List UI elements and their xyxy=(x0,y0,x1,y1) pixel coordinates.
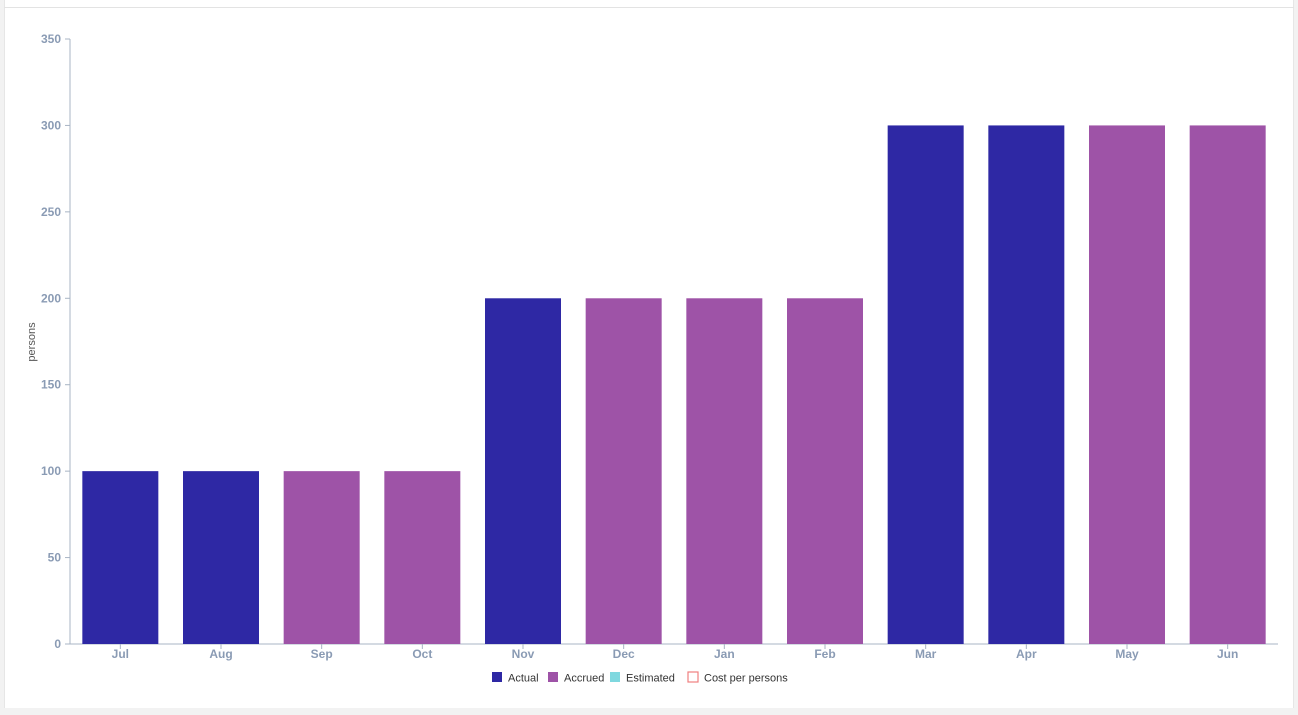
bar-aug[interactable] xyxy=(183,471,259,644)
y-tick-label: 50 xyxy=(48,551,62,565)
y-axis-label: persons xyxy=(26,322,38,362)
top-divider xyxy=(4,7,1294,8)
x-tick-label: Mar xyxy=(915,647,937,661)
x-tick-label: Dec xyxy=(613,647,635,661)
y-tick-label: 350 xyxy=(41,32,61,46)
x-tick-label: Feb xyxy=(814,647,835,661)
bar-dec[interactable] xyxy=(585,298,662,644)
x-axis-ticks: Jul Aug Sep Oct Nov Dec Jan Feb Mar Apr May Jun xyxy=(112,644,1238,661)
axes xyxy=(69,39,1278,645)
y-tick-label: 100 xyxy=(41,464,61,478)
x-tick-label: Jun xyxy=(1217,647,1238,661)
bar-jun[interactable] xyxy=(1189,125,1266,644)
x-tick-label: Aug xyxy=(209,647,232,661)
legend-label-estimated[interactable]: Estimated xyxy=(626,673,675,685)
bar-apr[interactable] xyxy=(988,125,1065,644)
legend-label-accrued[interactable]: Accrued xyxy=(564,673,604,685)
bar-may[interactable] xyxy=(1089,125,1165,644)
bar-nov[interactable] xyxy=(485,298,561,644)
legend-swatch-accrued[interactable] xyxy=(548,672,558,682)
bars xyxy=(82,125,1266,644)
x-tick-label: Jan xyxy=(714,647,735,661)
x-tick-label: Apr xyxy=(1016,647,1037,661)
bar-sep[interactable] xyxy=(283,471,360,644)
legend-swatch-actual[interactable] xyxy=(492,672,502,682)
legend-label-actual[interactable]: Actual xyxy=(508,673,539,685)
y-axis-ticks: 0 50 100 150 200 250 300 350 xyxy=(41,32,70,651)
bar-jul[interactable] xyxy=(82,471,159,644)
x-tick-label: Jul xyxy=(112,647,129,661)
y-tick-label: 200 xyxy=(41,291,61,305)
x-tick-label: May xyxy=(1115,647,1139,661)
legend-swatch-cost-per-persons[interactable] xyxy=(687,671,699,683)
x-tick-label: Nov xyxy=(512,647,535,661)
y-tick-label: 250 xyxy=(41,205,61,219)
bar-mar[interactable] xyxy=(887,125,964,644)
legend: Actual Accrued Estimated Cost per persons xyxy=(492,671,788,685)
legend-swatch-estimated[interactable] xyxy=(610,672,620,682)
y-tick-label: 150 xyxy=(41,378,61,392)
legend-label-cost-per-persons[interactable]: Cost per persons xyxy=(704,673,788,685)
x-tick-label: Sep xyxy=(311,647,333,661)
y-tick-label: 300 xyxy=(41,118,61,132)
bar-feb[interactable] xyxy=(787,298,863,644)
x-tick-label: Oct xyxy=(412,647,432,661)
bar-oct[interactable] xyxy=(384,471,461,644)
y-tick-label: 0 xyxy=(54,637,61,651)
bar-jan[interactable] xyxy=(686,298,763,644)
